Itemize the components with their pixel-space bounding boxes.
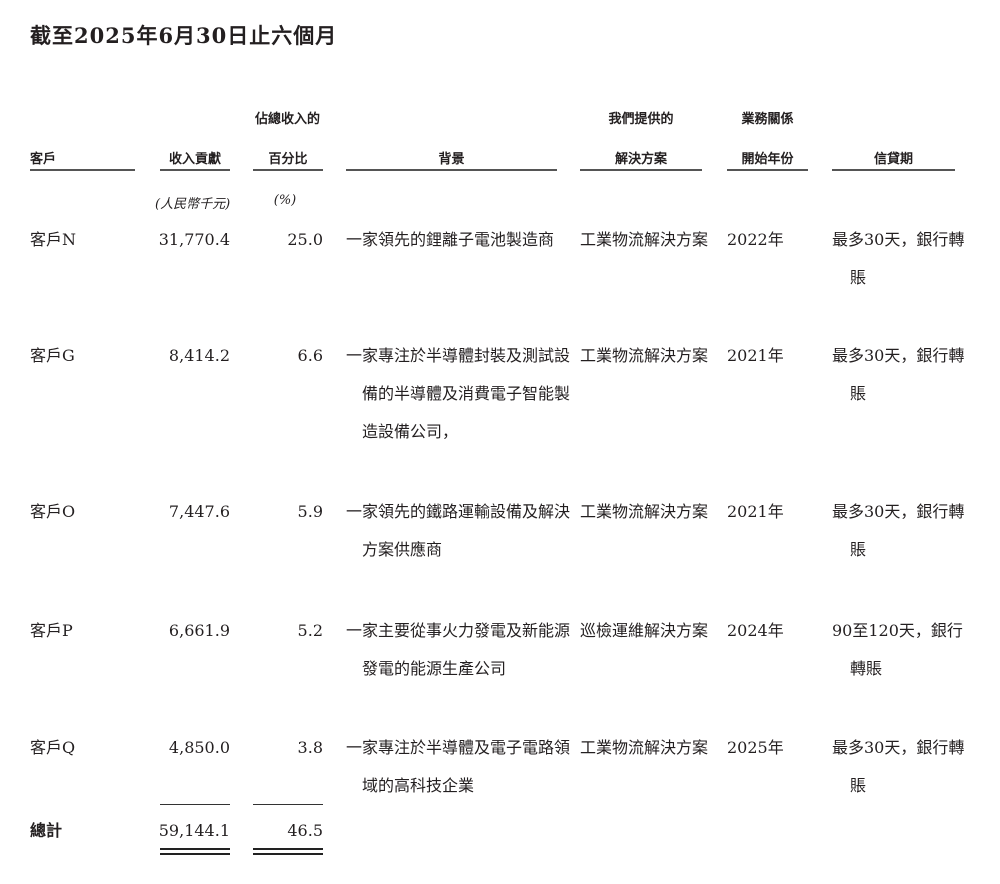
solution-text: 工業物流解決方案 — [580, 502, 709, 521]
start-year: 2021年 — [727, 346, 784, 365]
credit-term: 最多30天，銀行轉賬 — [832, 346, 965, 403]
unit-revenue: (人民幣千元) — [155, 197, 231, 212]
double-underline — [253, 853, 323, 855]
background-text: 一家專注於半導體封裝及測試設備的半導體及消費電子智能製造設備公司， — [346, 346, 571, 441]
pct-value: 5.2 — [297, 621, 323, 640]
header-pct-line2: 百分比 — [268, 152, 308, 167]
subtotal-line — [253, 804, 323, 805]
header-revenue: 收入貢獻 — [168, 152, 221, 167]
pct-value: 6.6 — [297, 346, 323, 365]
total-label: 總計 — [30, 821, 63, 840]
total-pct: 46.5 — [287, 821, 323, 840]
header-underline — [160, 169, 230, 171]
header-solution-line1: 我們提供的 — [608, 112, 674, 127]
credit-term: 90至120天，銀行轉賬 — [832, 621, 963, 678]
solution-text: 工業物流解決方案 — [580, 230, 709, 249]
header-solution-line2: 解決方案 — [614, 152, 667, 167]
revenue-value: 6,661.9 — [168, 621, 230, 640]
start-year: 2024年 — [727, 621, 784, 640]
header-credit: 信貸期 — [873, 152, 913, 167]
header-underline — [253, 169, 323, 171]
customer-name: 客戶N — [30, 230, 77, 249]
double-underline — [160, 853, 230, 855]
revenue-value: 31,770.4 — [158, 230, 230, 249]
double-underline — [160, 848, 230, 850]
header-underline — [832, 169, 955, 171]
revenue-value: 4,850.0 — [168, 738, 230, 757]
double-underline — [253, 848, 323, 850]
background-text: 一家主要從事火力發電及新能源發電的能源生產公司 — [346, 621, 571, 678]
unit-pct: (%) — [273, 193, 297, 208]
header-customer: 客戶 — [30, 152, 57, 167]
pct-value: 25.0 — [287, 230, 323, 249]
customer-name: 客戶O — [30, 502, 76, 521]
credit-term: 最多30天，銀行轉賬 — [832, 502, 965, 559]
header-pct-line1: 佔總收入的 — [254, 112, 320, 127]
solution-text: 工業物流解決方案 — [580, 738, 709, 757]
page-title: 截至2025年6月30日止六個月 — [30, 23, 338, 48]
header-underline — [30, 169, 135, 171]
pct-value: 3.8 — [297, 738, 323, 757]
solution-text: 巡檢運維解決方案 — [580, 621, 709, 640]
subtotal-line — [160, 804, 230, 805]
header-underline — [346, 169, 557, 171]
start-year: 2022年 — [727, 230, 784, 249]
pct-value: 5.9 — [297, 502, 323, 521]
revenue-value: 8,414.2 — [168, 346, 230, 365]
header-background: 背景 — [438, 152, 465, 167]
header-start-line1: 業務關係 — [741, 112, 794, 127]
revenue-value: 7,447.6 — [168, 502, 230, 521]
customer-name: 客戶G — [30, 346, 75, 365]
header-start-line2: 開始年份 — [741, 152, 794, 167]
credit-term: 最多30天，銀行轉賬 — [832, 738, 965, 795]
customer-name: 客戶Q — [30, 738, 76, 757]
background-text: 一家專注於半導體及電子電路領域的高科技企業 — [346, 738, 571, 795]
credit-term: 最多30天，銀行轉賬 — [832, 230, 965, 287]
start-year: 2025年 — [727, 738, 784, 757]
background-text: 一家領先的鋰離子電池製造商 — [346, 230, 555, 249]
header-underline — [580, 169, 702, 171]
background-text: 一家領先的鐵路運輸設備及解決方案供應商 — [346, 502, 571, 559]
customer-name: 客戶P — [30, 621, 73, 640]
start-year: 2021年 — [727, 502, 784, 521]
solution-text: 工業物流解決方案 — [580, 346, 709, 365]
header-underline — [727, 169, 808, 171]
total-revenue: 59,144.1 — [158, 821, 230, 840]
